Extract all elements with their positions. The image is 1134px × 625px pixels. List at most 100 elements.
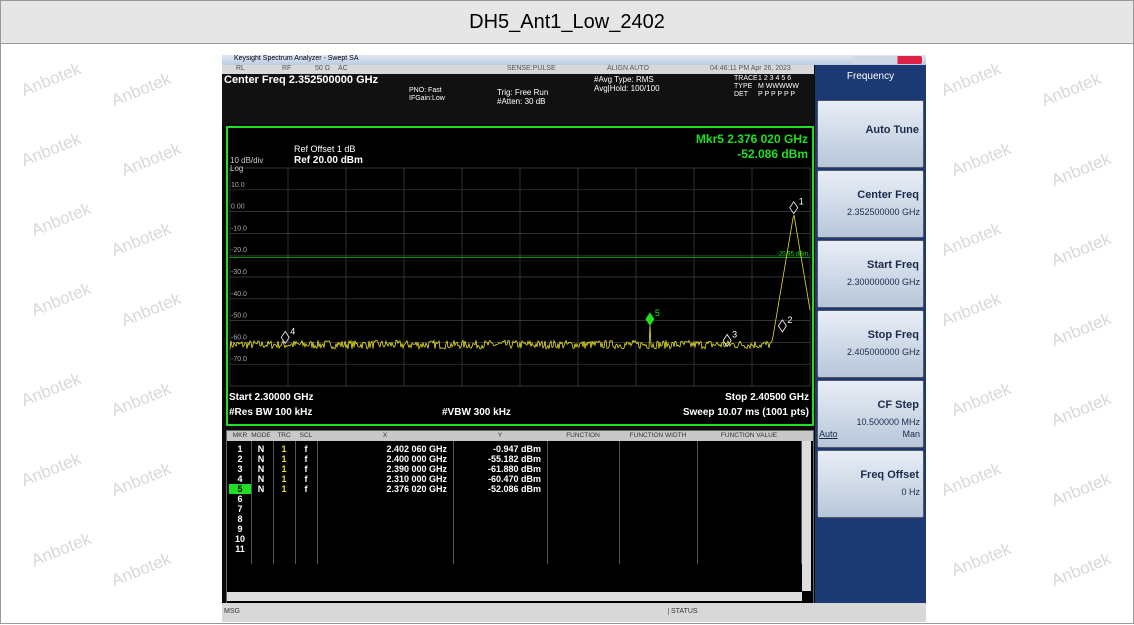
softkey[interactable]: Freq Offset 0 Hz — [817, 450, 924, 518]
table-cell: 2.376 020 GHz — [386, 484, 447, 494]
table-cell: f — [304, 484, 308, 494]
window-title-bar — [222, 55, 926, 65]
setting: IFGain:Low — [409, 95, 445, 102]
table-cell: -55.182 dBm — [487, 454, 541, 464]
table-cell: f — [304, 444, 308, 454]
table-cell: f — [304, 464, 308, 474]
trace — [229, 214, 811, 351]
log: Log — [230, 164, 243, 173]
marker-level: -52.086 dBm — [737, 147, 808, 161]
softkey-label: Start Freq — [867, 259, 919, 271]
softkey-value: 2.352500000 GHz — [846, 207, 920, 217]
softkey-panel: Frequency Auto Tune Center Freq 2.352500000… — [815, 65, 926, 603]
setting: Center Freq 2.352500000 GHz — [224, 74, 379, 86]
column-line — [251, 441, 252, 564]
vbw: #VBW 300 kHz — [442, 407, 511, 418]
table-cell: 1 — [281, 464, 287, 474]
column-header: MODE — [251, 432, 271, 439]
table-cell: f — [304, 454, 308, 464]
y-label: -50.0 — [231, 313, 247, 320]
column-line — [317, 441, 318, 564]
table-cell: N — [257, 454, 265, 464]
table-cell: 7 — [237, 504, 243, 514]
status-item: RF — [282, 65, 292, 72]
column-line — [619, 441, 620, 564]
table-cell: -61.880 dBm — [487, 464, 541, 474]
header: DH5_Ant1_Low_2402 — [0, 0, 1134, 44]
table-cell: 5 — [229, 484, 251, 494]
table-cell: N — [257, 444, 265, 454]
setting: TRACE — [734, 75, 758, 82]
table-cell: 1 — [281, 484, 287, 494]
table-cell: 3 — [237, 464, 243, 474]
scale: 10 dB/div — [230, 156, 263, 165]
status-label: STATUS — [668, 608, 698, 615]
marker-readout: Mkr5 2.376 020 GHz — [696, 132, 808, 146]
window-buttons — [852, 56, 922, 64]
softkey[interactable]: Center Freq 2.352500000 GHz — [817, 170, 924, 238]
table-cell: 6 — [237, 494, 243, 504]
setting: TYPE — [734, 83, 753, 90]
y-label: -10.0 — [231, 225, 247, 232]
column-header: SCL — [299, 432, 313, 439]
column-header: Y — [497, 432, 503, 439]
softkey[interactable]: Auto Tune — [817, 100, 924, 168]
table-cell: 1 — [281, 444, 287, 454]
softkey-value: 2.300000000 GHz — [846, 277, 920, 287]
start: Start 2.30000 GHz — [229, 392, 314, 403]
column-line — [453, 441, 454, 564]
softkey-label: Stop Freq — [867, 329, 919, 341]
marker-number: 3 — [732, 329, 737, 339]
setting: 1 2 3 4 5 6 — [758, 75, 792, 82]
table-cell: 2.400 000 GHz — [386, 454, 447, 464]
window-title: Keysight Spectrum Analyzer - Swept SA — [234, 55, 359, 62]
softkey-label: Center Freq — [857, 189, 919, 201]
setting: DET — [734, 91, 748, 98]
y-label: -60.0 — [231, 334, 247, 341]
setting: PNO: Fast — [409, 87, 442, 94]
marker — [789, 200, 799, 215]
status-item: RL — [236, 65, 245, 72]
column-line — [697, 441, 698, 564]
softkey-label: Auto Tune — [865, 124, 919, 136]
setting: #Avg Type: RMS — [594, 75, 654, 84]
marker-number: 1 — [799, 197, 804, 207]
y-label: -30.0 — [231, 269, 247, 276]
softkey[interactable]: Start Freq 2.300000000 GHz — [817, 240, 924, 308]
softkey-value: 2.405000000 GHz — [846, 347, 920, 357]
table-cell: N — [257, 474, 265, 484]
table-cell: N — [257, 484, 265, 494]
status-row — [222, 65, 814, 74]
softkey-man: Man — [902, 429, 920, 439]
ref-level: Ref 20.00 dBm — [294, 155, 363, 166]
setting: Trig: Free Run — [497, 88, 549, 97]
table-cell: 2.390 000 GHz — [386, 464, 447, 474]
y-label: 0.00 — [231, 204, 245, 211]
softkey[interactable]: Stop Freq 2.405000000 GHz — [817, 310, 924, 378]
table-cell: 2.310 000 GHz — [386, 474, 447, 484]
column-line — [273, 441, 274, 564]
limit-label: -20.95 dBm — [777, 251, 808, 257]
column-header: FUNCTION VALUE — [720, 432, 778, 439]
softkey-label: CF Step — [877, 399, 919, 411]
rbw: #Res BW 100 kHz — [229, 407, 312, 418]
stop: Stop 2.40500 GHz — [725, 392, 809, 403]
softkey-value: 10.500000 MHz — [856, 417, 920, 427]
setting: Avg|Hold: 100/100 — [594, 84, 660, 93]
column-line — [801, 441, 802, 564]
softkey-value: 0 Hz — [901, 487, 920, 497]
y-label: -20.0 — [231, 247, 247, 254]
status-item: AC — [338, 65, 348, 72]
table-cell: 4 — [237, 474, 243, 484]
table-hscroll — [227, 592, 802, 601]
status-item: 50 Ω — [315, 65, 330, 72]
softkey[interactable]: CF Step 10.500000 MHz Auto Man — [817, 380, 924, 448]
marker-number: 2 — [787, 315, 792, 325]
column-line — [547, 441, 548, 564]
setting: M WWWWW — [758, 83, 799, 90]
table-cell: -0.947 dBm — [492, 444, 541, 454]
setting: P P P P P P — [758, 91, 796, 98]
status-item: ALIGN AUTO — [607, 65, 649, 72]
marker — [777, 319, 787, 333]
status-item: 04:46:11 PM Apr 26, 2023 — [710, 65, 791, 72]
